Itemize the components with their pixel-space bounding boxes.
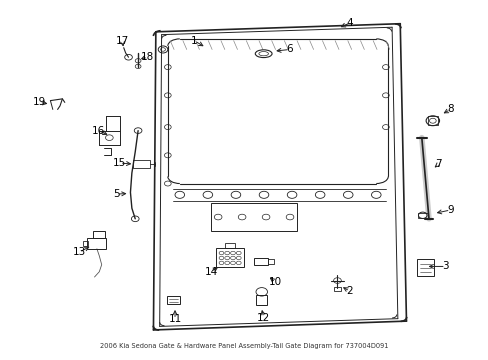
Bar — [210, 203, 297, 231]
Bar — [333, 287, 341, 291]
Bar — [215, 248, 244, 267]
Bar — [225, 243, 234, 248]
Bar — [83, 241, 88, 246]
Bar — [416, 259, 433, 276]
Text: 3: 3 — [442, 261, 448, 271]
Text: 14: 14 — [204, 267, 217, 277]
Text: 6: 6 — [286, 45, 293, 54]
Text: 9: 9 — [447, 205, 453, 215]
Text: 19: 19 — [33, 98, 46, 107]
Text: 7: 7 — [434, 159, 441, 169]
Text: 10: 10 — [268, 277, 282, 287]
Text: 18: 18 — [141, 51, 154, 62]
Text: 11: 11 — [168, 314, 181, 324]
Bar — [417, 213, 427, 218]
Bar — [254, 258, 268, 265]
Text: 17: 17 — [116, 36, 129, 46]
Bar — [256, 294, 266, 305]
Text: 1: 1 — [190, 36, 197, 46]
Text: 2: 2 — [346, 286, 352, 296]
Text: 4: 4 — [346, 18, 352, 28]
Text: 2006 Kia Sedona Gate & Hardware Panel Assembly-Tail Gate Diagram for 737004D091: 2006 Kia Sedona Gate & Hardware Panel As… — [100, 343, 388, 349]
Text: 16: 16 — [92, 126, 105, 136]
Text: 15: 15 — [113, 158, 126, 168]
Text: 8: 8 — [447, 104, 453, 114]
Text: 5: 5 — [113, 189, 120, 199]
Bar — [427, 117, 437, 125]
Text: 12: 12 — [257, 312, 270, 323]
Text: 13: 13 — [72, 247, 85, 257]
Bar — [133, 160, 150, 168]
Bar — [93, 231, 105, 238]
Bar — [166, 296, 180, 304]
Bar — [87, 238, 106, 249]
